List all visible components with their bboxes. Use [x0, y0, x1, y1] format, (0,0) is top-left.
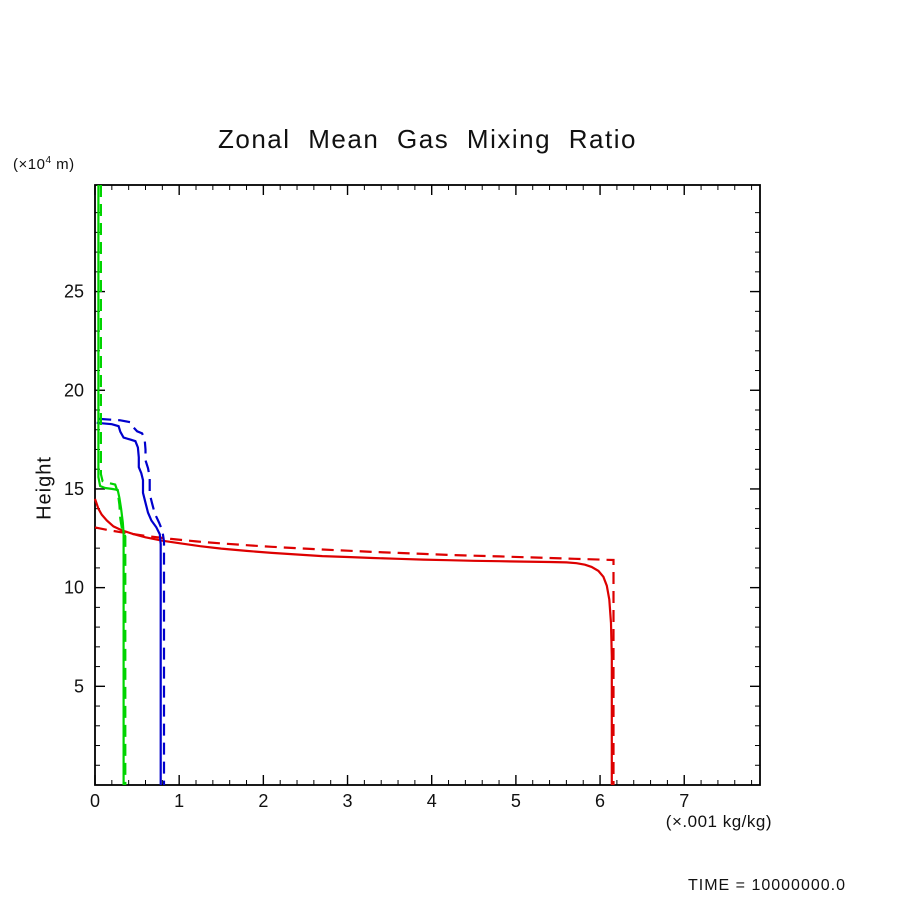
y-axis-unit-exponent: 4: [45, 155, 52, 166]
y-axis-unit-suffix: m): [51, 156, 75, 173]
y-tick-label: 10: [64, 578, 84, 598]
y-tick-label: 5: [74, 676, 84, 696]
x-tick-label: 4: [427, 791, 437, 811]
x-tick-label: 5: [511, 791, 521, 811]
chart-title: Zonal Mean Gas Mixing Ratio: [218, 124, 637, 154]
series-red-solid: [93, 498, 613, 785]
series-green-solid: [97, 185, 125, 785]
series-green-dashed: [99, 185, 127, 785]
x-tick-label: 1: [174, 791, 184, 811]
x-tick-label: 7: [679, 791, 689, 811]
plot-frame: [94, 184, 761, 786]
series-red-dashed: [94, 526, 615, 785]
series-blue-dashed: [99, 417, 166, 785]
y-axis-unit-label: (×104 m): [13, 155, 75, 173]
x-tick-label: 0: [90, 791, 100, 811]
x-tick-label: 6: [595, 791, 605, 811]
y-tick-label: 25: [64, 282, 84, 302]
time-annotation: TIME = 10000000.0: [688, 877, 846, 894]
y-tick-label: 15: [64, 479, 84, 499]
series-blue-solid: [96, 421, 162, 785]
y-axis-unit-prefix: (×10: [13, 156, 46, 173]
x-tick-label: 3: [343, 791, 353, 811]
y-tick-label: 20: [64, 380, 84, 400]
x-axis-unit-label: (×.001 kg/kg): [665, 812, 772, 831]
x-tick-label: 2: [258, 791, 268, 811]
